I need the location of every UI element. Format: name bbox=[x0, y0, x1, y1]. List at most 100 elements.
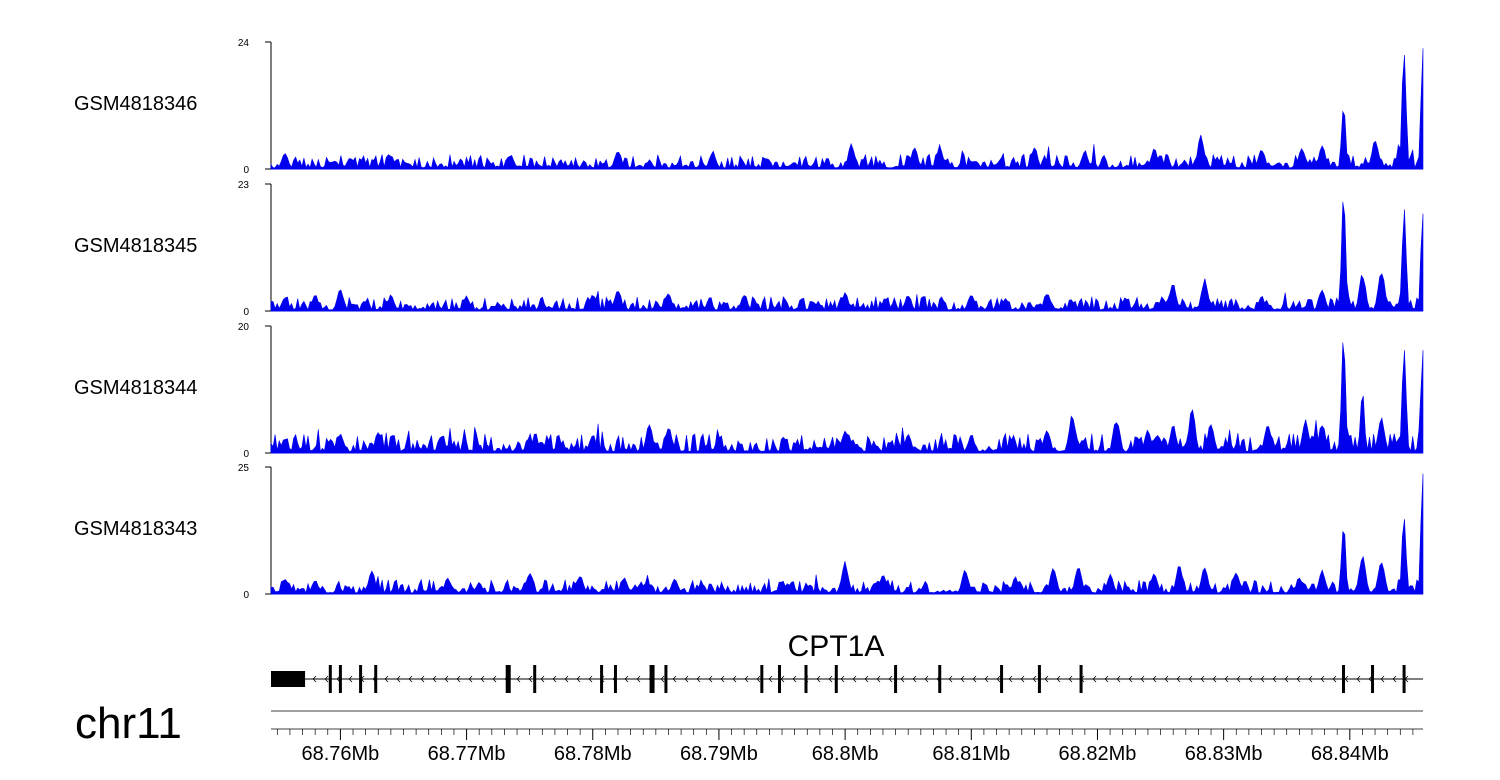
gene-exon bbox=[1037, 665, 1041, 693]
strand-chevron bbox=[864, 675, 869, 683]
gene-exon bbox=[649, 665, 655, 693]
strand-chevron bbox=[1200, 675, 1205, 683]
axis-tick-label: 68.81Mb bbox=[932, 743, 1010, 765]
gene-exon bbox=[834, 665, 838, 693]
gene-exon bbox=[328, 665, 332, 693]
strand-chevron bbox=[672, 675, 677, 683]
strand-chevron bbox=[492, 675, 497, 683]
track-GSM4818345: GSM4818345 23 0 bbox=[74, 180, 1424, 318]
axis-tick-label: 68.79Mb bbox=[680, 743, 758, 765]
strand-chevron bbox=[1008, 675, 1013, 683]
strand-chevron bbox=[636, 675, 641, 683]
strand-chevron bbox=[1236, 675, 1241, 683]
strand-chevron bbox=[1164, 675, 1169, 683]
strand-chevron bbox=[996, 675, 1001, 683]
strand-chevron bbox=[348, 675, 353, 683]
strand-chevron bbox=[552, 675, 557, 683]
strand-chevron bbox=[1020, 675, 1025, 683]
gene-exon bbox=[894, 665, 898, 693]
strand-chevron bbox=[780, 675, 785, 683]
coverage-area bbox=[270, 342, 1424, 454]
strand-chevron bbox=[468, 675, 473, 683]
y-tick-label-zero: 0 bbox=[243, 590, 249, 601]
strand-chevron bbox=[1332, 675, 1337, 683]
axis-tick-label: 68.83Mb bbox=[1185, 743, 1263, 765]
y-tick-label-zero: 0 bbox=[243, 165, 249, 176]
gene-exon bbox=[613, 665, 617, 693]
strand-chevron bbox=[324, 675, 329, 683]
strand-chevron bbox=[1116, 675, 1121, 683]
gene-exon bbox=[804, 665, 808, 693]
track-label: GSM4818343 bbox=[74, 518, 197, 540]
gene-exon bbox=[533, 665, 537, 693]
strand-chevron bbox=[744, 675, 749, 683]
strand-chevron bbox=[660, 675, 665, 683]
track-GSM4818344: GSM4818344 20 0 bbox=[74, 322, 1424, 460]
strand-chevron bbox=[1296, 675, 1301, 683]
track-GSM4818346: GSM4818346 24 0 bbox=[74, 38, 1424, 176]
strand-chevron bbox=[1032, 675, 1037, 683]
strand-chevron bbox=[876, 675, 881, 683]
strand-chevron bbox=[888, 675, 893, 683]
axis-tick-label: 68.76Mb bbox=[301, 743, 379, 765]
gene-exon bbox=[338, 665, 342, 693]
gene-exon bbox=[1371, 665, 1375, 693]
gene-exon bbox=[664, 665, 668, 693]
strand-chevron bbox=[624, 675, 629, 683]
track-label: GSM4818346 bbox=[74, 93, 197, 115]
axis-tick-label: 68.84Mb bbox=[1311, 743, 1389, 765]
strand-chevron bbox=[1272, 675, 1277, 683]
coverage-area bbox=[270, 473, 1424, 595]
strand-chevron bbox=[1056, 675, 1061, 683]
strand-chevron bbox=[1152, 675, 1157, 683]
track-label: GSM4818344 bbox=[74, 377, 197, 399]
strand-chevron bbox=[948, 675, 953, 683]
y-tick-label-zero: 0 bbox=[243, 449, 249, 460]
gene-exon bbox=[1079, 665, 1083, 693]
strand-chevron bbox=[1092, 675, 1097, 683]
strand-chevron bbox=[1284, 675, 1289, 683]
strand-chevron bbox=[1380, 675, 1385, 683]
strand-chevron bbox=[576, 675, 581, 683]
strand-chevron bbox=[540, 675, 545, 683]
strand-chevron bbox=[1128, 675, 1133, 683]
strand-chevron bbox=[720, 675, 725, 683]
axis-tick-label: 68.8Mb bbox=[812, 743, 879, 765]
gene-exon bbox=[760, 665, 764, 693]
strand-chevron bbox=[924, 675, 929, 683]
strand-chevron bbox=[684, 675, 689, 683]
strand-chevron bbox=[588, 675, 593, 683]
strand-chevron bbox=[384, 675, 389, 683]
strand-chevron bbox=[840, 675, 845, 683]
strand-chevron bbox=[1104, 675, 1109, 683]
coverage-tracks: GSM4818346240GSM4818345230GSM4818344200G… bbox=[74, 38, 1424, 601]
gene-model bbox=[271, 665, 1423, 693]
strand-chevron bbox=[1212, 675, 1217, 683]
gene-exon bbox=[777, 665, 781, 693]
genome-axis: chr11 68.76Mb 68.77Mb 68.78Mb 68.79Mb 68.8Mb… bbox=[75, 699, 1423, 765]
gene-exon bbox=[600, 665, 604, 693]
strand-chevron bbox=[912, 675, 917, 683]
strand-chevron bbox=[1176, 675, 1181, 683]
strand-chevron bbox=[408, 675, 413, 683]
strand-chevron bbox=[1140, 675, 1145, 683]
gene-exon bbox=[1342, 665, 1346, 693]
strand-chevron bbox=[960, 675, 965, 683]
strand-chevron bbox=[1260, 675, 1265, 683]
y-tick-label-zero: 0 bbox=[243, 307, 249, 318]
strand-chevron bbox=[732, 675, 737, 683]
strand-chevron bbox=[828, 675, 833, 683]
y-tick-label-max: 24 bbox=[238, 38, 250, 49]
strand-chevron bbox=[696, 675, 701, 683]
strand-chevron bbox=[1356, 675, 1361, 683]
coverage-area bbox=[270, 48, 1424, 170]
strand-chevron bbox=[1044, 675, 1049, 683]
track-label: GSM4818345 bbox=[74, 235, 197, 257]
gene-exon bbox=[938, 665, 942, 693]
axis-tick-label: 68.77Mb bbox=[428, 743, 506, 765]
strand-chevron bbox=[516, 675, 521, 683]
strand-chevron bbox=[1344, 675, 1349, 683]
strand-chevron bbox=[528, 675, 533, 683]
